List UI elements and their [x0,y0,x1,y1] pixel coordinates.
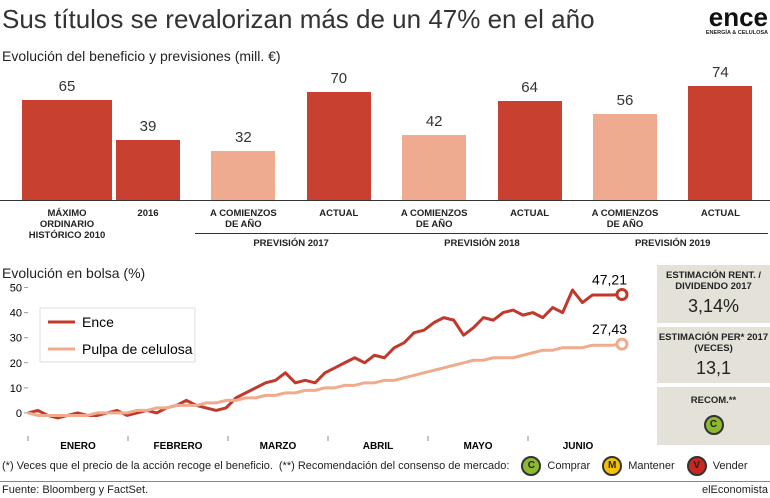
x-tick-label: ACTUAL [700,208,740,219]
end-label: 27,43 [592,321,627,337]
value-label: 74 [712,64,729,82]
group-label: PREVISIÓN 2018 [444,238,520,249]
legend-label: Ence [82,314,114,330]
end-label: 47,21 [592,272,627,288]
value-label: 56 [616,91,634,109]
group-rule [195,233,387,234]
value-label: 70 [330,70,348,88]
x-tick-label: A COMIENZOS DE AÑO [591,208,659,230]
bar [593,113,657,200]
series-line [27,342,623,417]
x-tick-label: 2016 [137,208,159,219]
y-tick-label: 30 [10,333,22,345]
bar [211,150,276,200]
y-tick-label: 50 [10,283,22,295]
bar [22,99,112,200]
panel-label: ESTIMACIÓN RENT. / DIVIDENDO 2017 [665,270,761,292]
recommendation-label: Vender [712,460,748,472]
brand: elEconomista [701,484,768,496]
y-tick-label: 10 [10,383,22,395]
y-tick-label: 0 [16,408,22,420]
legend-box [39,307,196,363]
series-line [27,288,623,420]
logo-tagline: ENERGÍA & CELULOSA [705,30,768,36]
x-tick-label: FEBRERO [154,441,203,452]
recommendation-label: Mantener [628,460,675,472]
x-tick-label: A COMIENZOS DE AÑO [210,208,277,230]
end-marker [615,337,629,351]
bar [402,135,467,200]
panel-box: ESTIMACIÓN PER* 2017 (VECES) 13,1 [657,327,770,383]
x-tick-label: MAYO [463,441,492,452]
y-tick-label: 20 [10,358,22,370]
x-tick-label: ACTUAL [319,208,359,219]
x-tick-label: A COMIENZOS DE AÑO [400,208,468,230]
bar [497,101,562,200]
value-label: 42 [425,113,443,131]
title: Sus títulos se revalorizan más de un 47%… [2,4,595,34]
logo: ence ENERGÍA & CELULOSA [690,4,768,36]
x-tick-label: MÁXIMO ORDINARIO HISTÓRICO 2010 [28,208,106,241]
recommendation-icon: V [686,456,707,476]
value-label: 32 [235,128,252,146]
panel-label: ESTIMACIÓN PER* 2017 (VECES) [658,332,769,354]
recommendation-icon: M [602,456,623,476]
rule [0,481,770,482]
recommendation-label: Comprar [547,460,591,472]
source: Fuente: Bloomberg y FactSet. [2,484,149,496]
group-label: PREVISIÓN 2019 [634,238,711,249]
legend-label: Pulpa de celulosa [82,341,193,357]
value-label: 39 [139,117,157,135]
note: (**) Recomendación del consenso de merca… [278,460,510,472]
recommendation-icon: C [703,415,724,435]
line-chart-title: Evolución en bolsa (%) [2,265,146,281]
group-rule [386,233,578,234]
end-marker [615,288,629,302]
panel-box: ESTIMACIÓN RENT. / DIVIDENDO 2017 3,14% [657,265,770,323]
panel-value: 3,14% [687,296,740,316]
bar [116,139,180,200]
value-label: 65 [58,77,76,95]
x-tick-label: ENERO [60,441,96,452]
bar [306,92,371,200]
x-tick-label: ACTUAL [510,208,550,219]
group-rule [577,233,769,234]
bar-chart-title: Evolución del beneficio y previsiones (m… [2,48,281,64]
x-tick-label: JUNIO [563,441,594,452]
panel-value: 13,1 [695,358,732,378]
footnote: (*) Veces que el precio de la acción rec… [2,456,762,476]
panel-box: RECOM.** C [657,387,770,445]
note: (*) Veces que el precio de la acción rec… [2,460,273,472]
value-label: 64 [521,79,538,97]
y-tick-label: 40 [10,308,22,320]
x-tick-label: ABRIL [363,441,394,452]
panel-label: RECOM.** [690,395,737,406]
logo-name: ence [708,2,768,32]
bar [688,86,753,200]
group-label: PREVISIÓN 2017 [253,238,329,249]
baseline [0,200,770,201]
recommendation-icon: C [521,456,542,476]
x-tick-label: MARZO [260,441,297,452]
